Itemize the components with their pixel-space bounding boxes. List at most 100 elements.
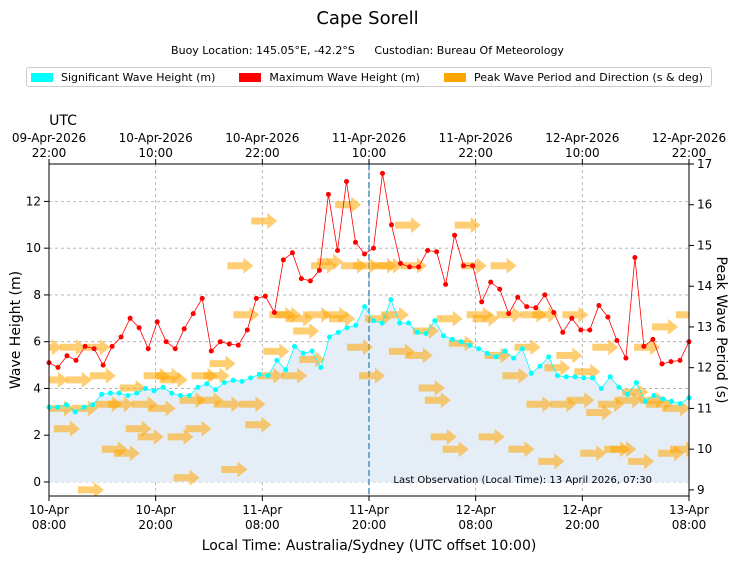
maximum-wave-height-point [632, 255, 638, 260]
buoy-location: Buoy Location: 145.05°E, -42.2°S [171, 44, 355, 57]
maximum-wave-height-point [452, 232, 458, 238]
significant-wave-height-point [511, 355, 517, 361]
arrow-shape [53, 420, 80, 437]
significant-wave-height-point [125, 393, 131, 398]
significant-wave-height-point [248, 375, 254, 381]
maximum-wave-height-point [398, 260, 403, 266]
arrow-shape [412, 323, 439, 339]
arrow-shape [83, 339, 110, 356]
significant-wave-height-point [397, 320, 403, 326]
maximum-wave-height-point [73, 357, 79, 363]
peak-period-arrow [335, 196, 362, 213]
significant-wave-height-point [651, 393, 657, 398]
peak-period-arrow [185, 420, 212, 437]
maximum-wave-height-point [677, 357, 683, 363]
y2-tick-label: 12 [697, 361, 712, 375]
significant-wave-height-point [318, 364, 324, 370]
significant-wave-height-point [458, 339, 464, 345]
maximum-wave-height-point [650, 336, 656, 342]
arrow-shape [251, 213, 278, 229]
x-axis-title: Local Time: Australia/Sydney (UTC offset… [202, 538, 537, 554]
peak-period-arrow [382, 306, 409, 323]
arrow-shape [137, 428, 164, 445]
maximum-wave-height-point [389, 222, 394, 228]
peak-period-arrow [233, 306, 260, 323]
arrow-shape [293, 323, 320, 339]
arrow-shape [394, 217, 421, 234]
y2-tick-label: 17 [697, 157, 712, 171]
maximum-wave-height-point [578, 327, 584, 333]
top-tick-label-date: 10-Apr-2026 [119, 131, 193, 145]
significant-wave-height-point [239, 378, 245, 384]
peak-period-arrow [347, 339, 373, 356]
maximum-wave-height-point [497, 286, 503, 292]
peak-period-arrow [652, 318, 679, 335]
arrow-shape [478, 428, 505, 445]
maximum-wave-height-point [524, 304, 530, 310]
arrow-shape [508, 441, 535, 458]
significant-wave-height-point [160, 384, 166, 390]
peak-period-arrow [251, 213, 278, 229]
maximum-wave-height-point [596, 303, 602, 308]
significant-wave-height-point [204, 381, 210, 387]
significant-wave-height-point [441, 333, 446, 339]
significant-wave-height-point [213, 387, 219, 393]
maximum-wave-height-point [253, 295, 259, 301]
maximum-wave-height-point [623, 355, 629, 361]
x-tick-label-time: 08:00 [672, 518, 707, 532]
arrow-shape [562, 306, 589, 323]
arrow-shape [221, 461, 248, 478]
y-tick-label: 12 [26, 194, 41, 208]
peak-period-arrow [173, 469, 200, 486]
y2-tick-label: 16 [697, 198, 712, 212]
peak-period-arrow [281, 367, 308, 384]
arrow-shape [442, 441, 469, 458]
maximum-wave-height-point [587, 327, 593, 333]
significant-wave-height-point [467, 342, 473, 348]
peak-period-arrow [161, 371, 188, 388]
maximum-wave-height-point [560, 329, 566, 335]
y2-tick-label: 10 [697, 442, 712, 456]
arrow-shape [622, 384, 649, 401]
arrow-shape [502, 367, 529, 384]
top-tick-label-date: 12-Apr-2026 [652, 131, 726, 145]
peak-period-arrow [353, 257, 379, 274]
maximum-wave-height-point [136, 325, 142, 331]
peak-period-arrow [610, 441, 637, 458]
significant-wave-height-point [493, 354, 499, 360]
y-tick-label: 0 [33, 475, 41, 489]
maximum-wave-height-point [470, 263, 476, 269]
significant-wave-height-point [265, 373, 271, 379]
maximum-wave-height-point [109, 343, 115, 349]
peak-period-arrow [478, 428, 505, 445]
arrow-shape [490, 257, 517, 274]
top-tick-label-time: 22:00 [32, 146, 67, 160]
maximum-wave-height-point [362, 251, 367, 257]
significant-wave-height-point [300, 350, 306, 356]
peak-period-arrow [418, 380, 445, 396]
arrow-shape [305, 306, 332, 323]
arrow-shape [430, 428, 457, 445]
significant-wave-height-point [677, 401, 683, 407]
maximum-wave-height-point [127, 315, 133, 321]
arrow-shape [209, 355, 236, 372]
arrow-shape [376, 257, 403, 274]
legend-swatch-cyan [31, 72, 53, 82]
maximum-wave-height-point [605, 314, 611, 320]
arrow-shape [610, 441, 637, 458]
arrow-shape [454, 217, 481, 234]
chart-title: Cape Sorell [316, 8, 419, 29]
arrow-shape [616, 392, 643, 409]
significant-wave-height-point [519, 346, 525, 352]
significant-wave-height-point [546, 354, 552, 360]
peak-period-arrow [221, 461, 248, 478]
significant-wave-height-point [379, 320, 385, 326]
significant-wave-height-point [221, 380, 227, 386]
significant-wave-height-point [537, 363, 543, 369]
maximum-wave-height-point [235, 342, 241, 348]
peak-period-arrow [664, 400, 689, 417]
peak-period-arrow [442, 441, 469, 458]
maximum-wave-height-point [199, 295, 205, 301]
peak-period-arrow [544, 359, 571, 376]
